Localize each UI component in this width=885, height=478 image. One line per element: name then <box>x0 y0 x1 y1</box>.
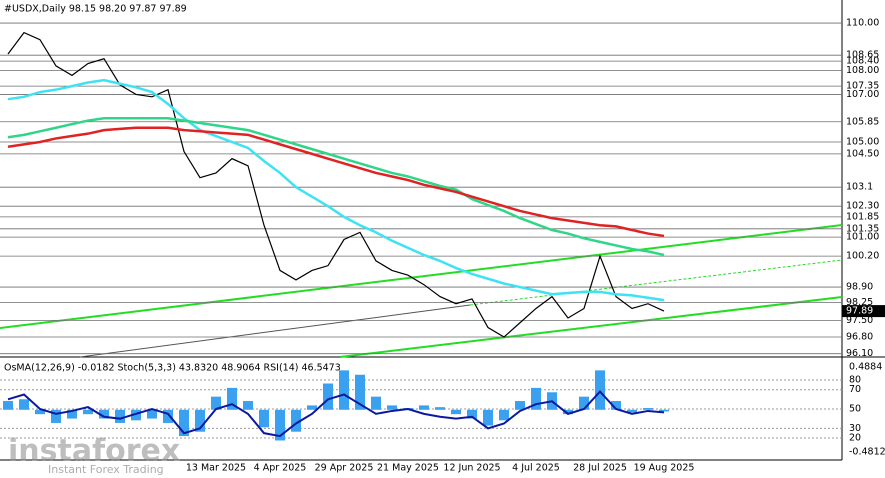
osma-bar <box>67 409 77 419</box>
y-tick-label: 107.35 <box>846 81 879 92</box>
indicator-line <box>7 390 665 438</box>
osma-bar <box>451 409 461 415</box>
osma-bar <box>19 399 29 410</box>
y-tick-label: 101.00 <box>846 232 879 243</box>
y-tick-label: 98.90 <box>846 282 873 293</box>
y2-tick-label: 80 <box>849 375 861 386</box>
osma-bar <box>435 407 445 410</box>
osma-bar <box>227 387 237 410</box>
trend-line <box>339 296 843 358</box>
osma-bar <box>243 401 253 410</box>
trend-line <box>469 259 843 306</box>
x-tick-label: 13 Mar 2025 <box>186 463 246 474</box>
osma-bar <box>499 409 509 421</box>
y-tick-label: 100.20 <box>846 251 879 262</box>
osma-bar <box>275 409 285 441</box>
osma-bar <box>371 396 381 410</box>
y-tick-label: 108.40 <box>846 56 879 67</box>
osma-bar <box>355 374 365 410</box>
x-tick-label: 21 May 2025 <box>377 463 439 474</box>
x-tick-label: 19 Aug 2025 <box>634 463 695 474</box>
x-tick-label: 28 Jul 2025 <box>573 463 627 474</box>
osma-bar <box>147 409 157 419</box>
y2-tick-label: 50 <box>849 404 861 415</box>
osma-bar <box>131 409 141 421</box>
y2-tick-label: 30 <box>849 423 861 434</box>
series-line <box>7 116 665 257</box>
y2-tick-label: 20 <box>849 433 861 444</box>
osma-bar <box>307 405 317 410</box>
watermark-brand: instaforex <box>8 434 180 469</box>
osma-bar <box>291 409 301 432</box>
series-line <box>7 126 665 238</box>
y-tick-label: 104.50 <box>846 148 879 159</box>
osma-bar <box>627 409 637 413</box>
y-tick-label: 107.00 <box>846 89 879 100</box>
osma-bar <box>259 409 269 428</box>
series-line <box>7 78 665 302</box>
osma-bar <box>659 409 669 412</box>
osma-bar <box>115 409 125 423</box>
osma-bar <box>323 383 333 410</box>
osma-bar <box>51 409 61 423</box>
osma-bar <box>467 409 477 419</box>
y-tick-label: 103.1 <box>846 182 873 193</box>
osma-bar <box>211 396 221 410</box>
indicator-title: OsMA(12,26,9) -0.0182 Stoch(5,3,3) 43.83… <box>4 363 341 374</box>
osma-bar <box>195 409 205 432</box>
y-tick-label: 97.50 <box>846 315 873 326</box>
watermark-tagline: Instant Forex Trading <box>48 463 164 476</box>
y-tick-label: 108.65 <box>846 50 879 61</box>
osma-bar <box>531 387 541 410</box>
osma-bar <box>515 401 525 410</box>
osma-bar <box>35 409 45 415</box>
last-price-label: 97.89 <box>846 306 873 317</box>
osma-bar <box>563 409 573 415</box>
x-tick-label: 29 Apr 2025 <box>315 463 374 474</box>
y-tick-label: 0.4884 <box>849 361 882 372</box>
y-tick-label: 110.00 <box>846 18 879 29</box>
y-tick-label: 102.30 <box>846 201 879 212</box>
osma-bar <box>163 409 173 423</box>
y-tick-label: 108.00 <box>846 65 879 76</box>
osma-bar <box>83 409 93 415</box>
osma-bar <box>387 405 397 410</box>
y-tick-label: 101.35 <box>846 223 879 234</box>
y-tick-label: 96.80 <box>846 332 873 343</box>
osma-bar <box>483 409 493 426</box>
osma-bar <box>339 370 349 410</box>
x-tick-label: 4 Jul 2025 <box>512 463 560 474</box>
osma-bar <box>419 405 429 410</box>
osma-bar <box>579 396 589 410</box>
x-tick-label: 4 Apr 2025 <box>254 463 307 474</box>
osma-bar <box>179 409 189 437</box>
osma-bar <box>595 370 605 410</box>
osma-bar <box>99 409 109 419</box>
chart-title: #USDX,Daily 98.15 98.20 97.87 97.89 <box>4 4 187 15</box>
series-line <box>7 31 665 338</box>
osma-bar <box>643 408 653 410</box>
osma-bar <box>611 401 621 410</box>
trend-line <box>79 304 471 358</box>
y-tick-label: 96.10 <box>846 348 873 359</box>
y-tick-label: 101.85 <box>846 211 879 222</box>
y2-tick-label: 70 <box>849 384 861 395</box>
y-tick-label: 105.85 <box>846 116 879 127</box>
y-tick-label: 105.00 <box>846 136 879 147</box>
y-tick-label: -0.4812 <box>849 446 885 457</box>
trend-line <box>0 224 843 329</box>
osma-bar <box>3 401 13 410</box>
y-tick-label: 98.25 <box>846 297 873 308</box>
x-tick-label: 12 Jun 2025 <box>443 463 500 474</box>
last-price-box <box>842 305 885 318</box>
